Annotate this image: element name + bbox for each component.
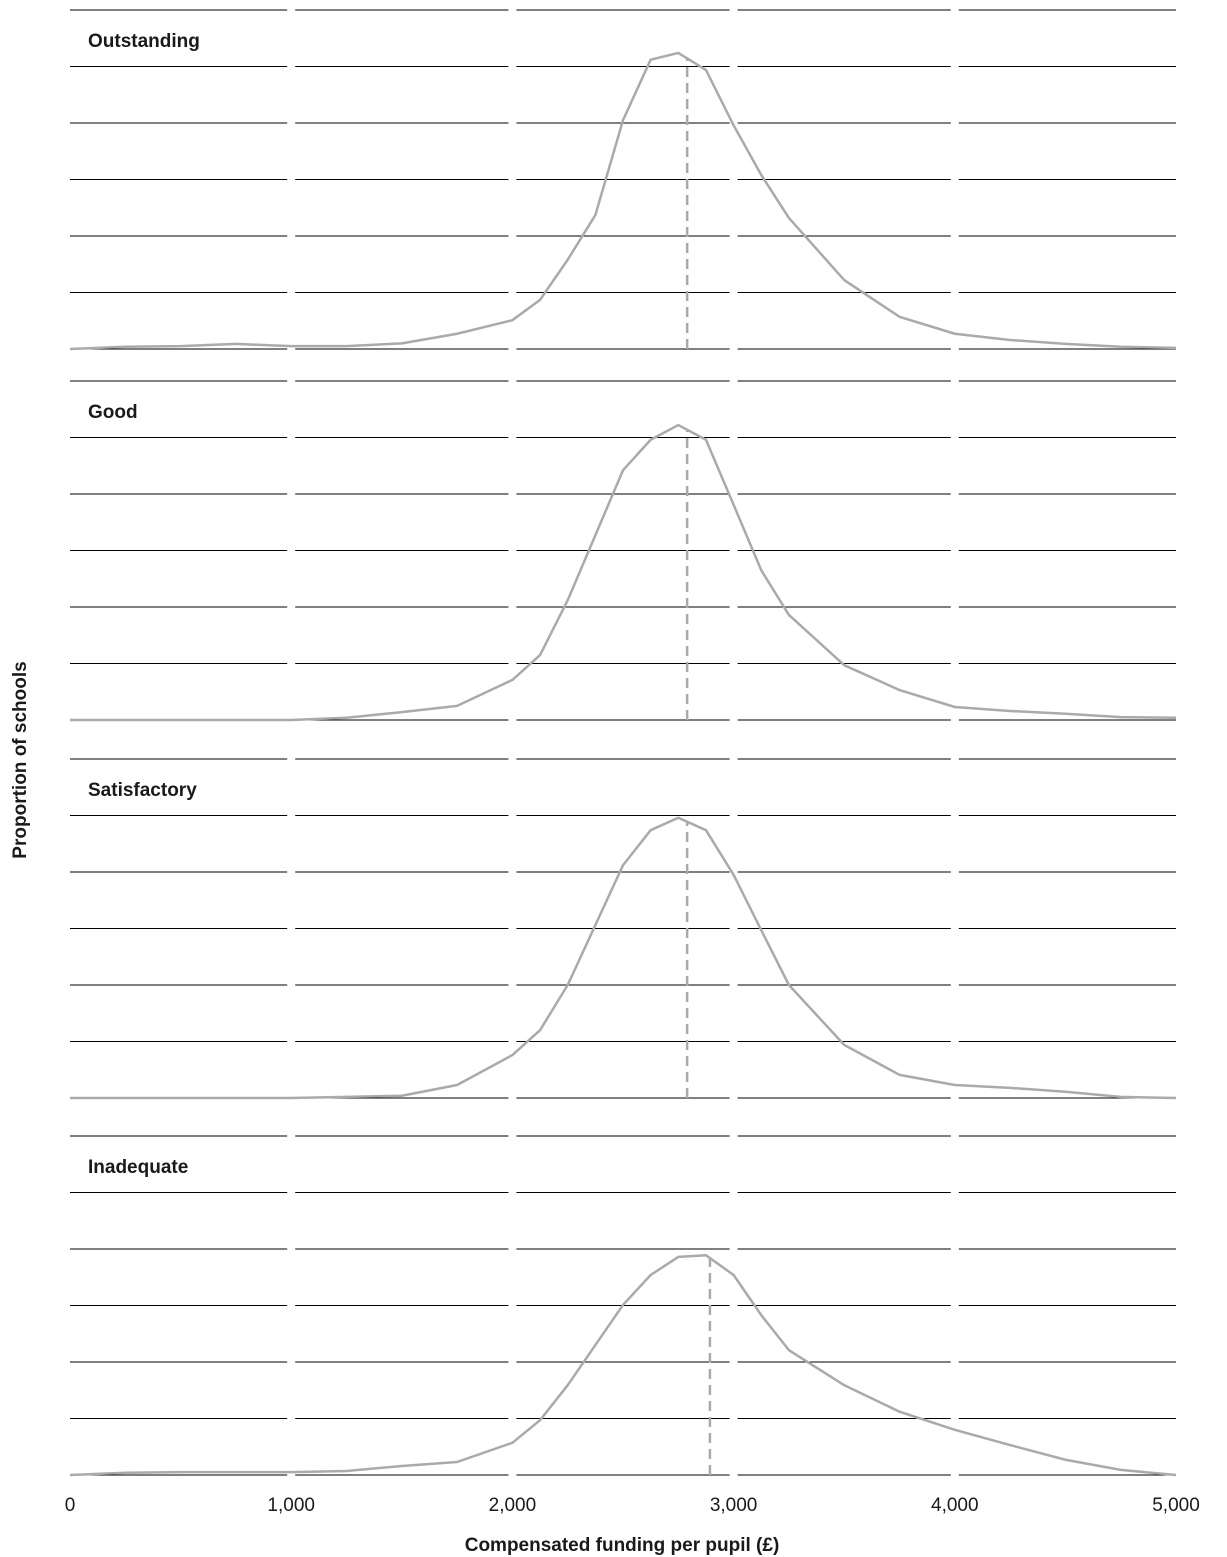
density-line (70, 816, 1177, 1100)
panel-title: Inadequate (88, 1157, 188, 1178)
panel-title: Outstanding (88, 31, 200, 52)
x-tick-label: 1,000 (267, 1495, 315, 1516)
x-tick-label: 4,000 (931, 1495, 979, 1516)
x-tick-label: 0 (65, 1495, 76, 1516)
x-tick-label: 2,000 (489, 1495, 537, 1516)
x-axis-label: Compensated funding per pupil (£) (465, 1535, 780, 1556)
density-line (70, 423, 1177, 722)
density-line (69, 51, 1177, 351)
x-tick-label: 3,000 (710, 1495, 758, 1516)
panel-title: Satisfactory (88, 780, 197, 801)
panel-title: Good (88, 402, 138, 423)
density-line (69, 1253, 1177, 1477)
y-axis-label: Proportion of schools (10, 661, 31, 858)
x-tick-label: 5,000 (1152, 1495, 1200, 1516)
